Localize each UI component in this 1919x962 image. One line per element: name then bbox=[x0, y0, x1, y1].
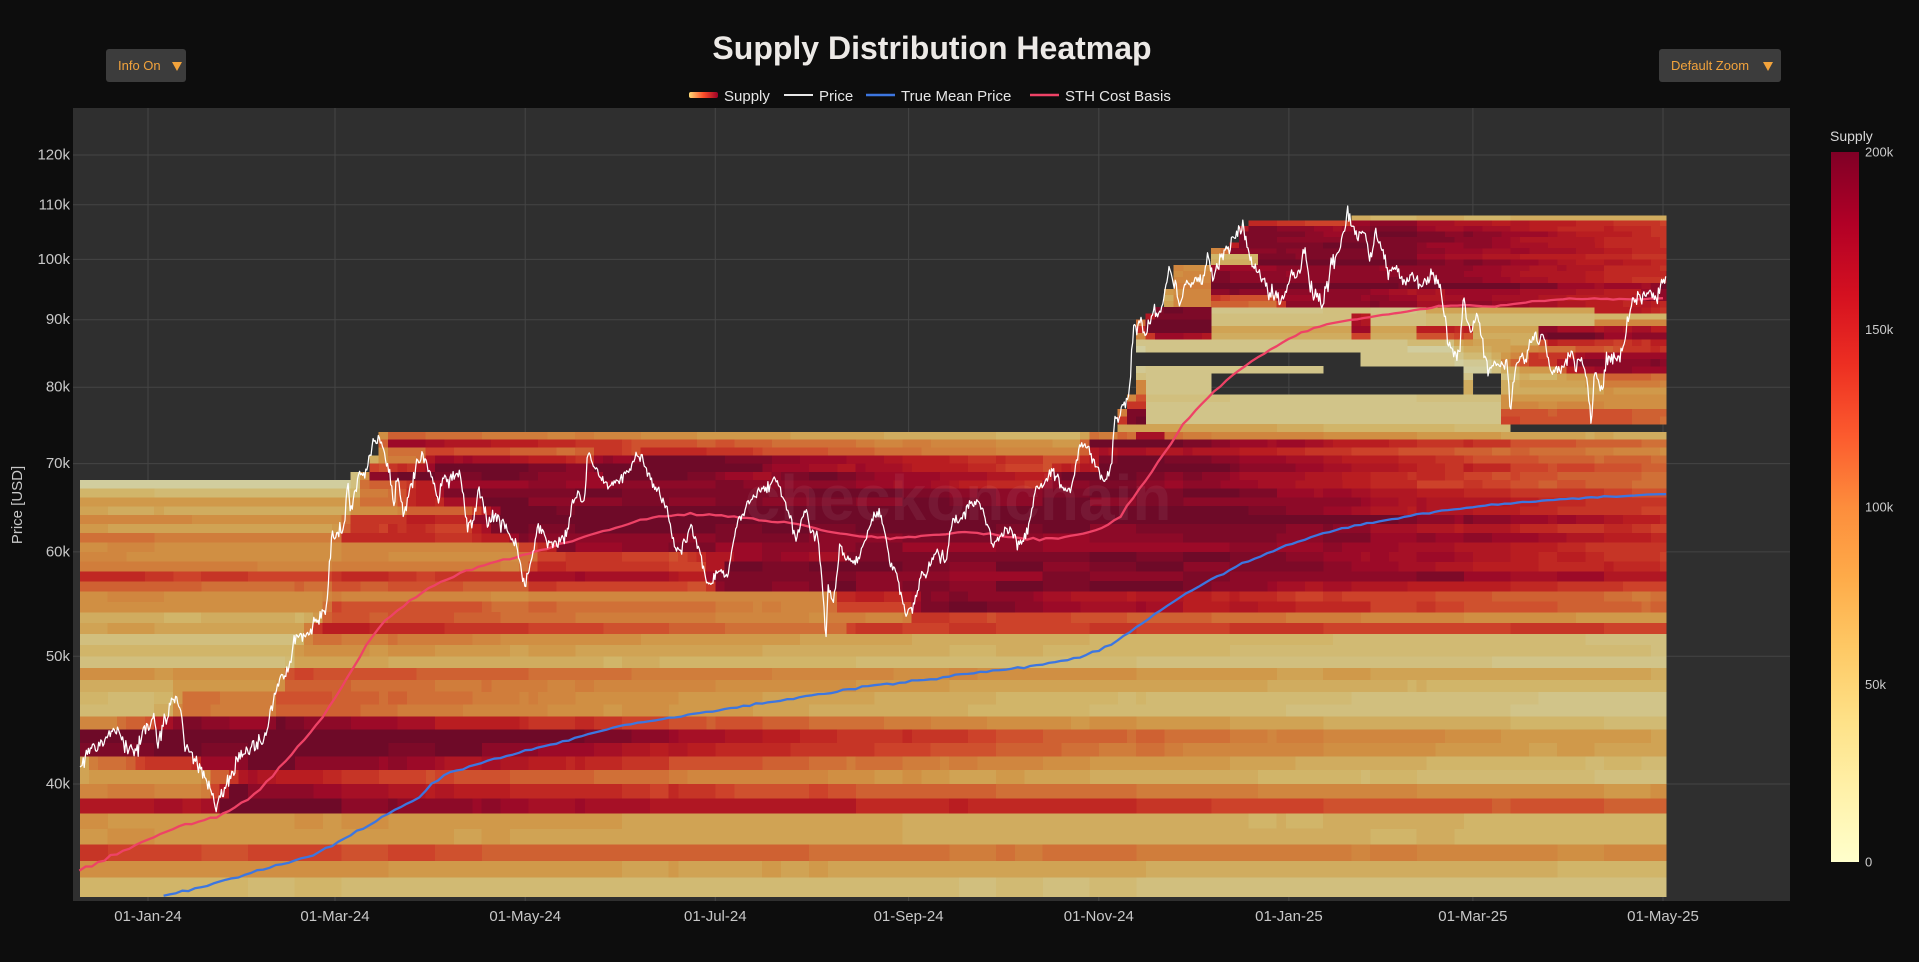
svg-text:200k: 200k bbox=[1865, 145, 1894, 160]
svg-text:Supply: Supply bbox=[1830, 128, 1873, 144]
svg-text:80k: 80k bbox=[46, 379, 71, 396]
svg-text:01-Nov-24: 01-Nov-24 bbox=[1064, 908, 1134, 925]
svg-text:Supply: Supply bbox=[724, 88, 770, 105]
svg-text:01-Jan-25: 01-Jan-25 bbox=[1255, 908, 1323, 925]
svg-text:100k: 100k bbox=[1865, 500, 1894, 515]
svg-text:01-Jul-24: 01-Jul-24 bbox=[684, 908, 747, 925]
svg-text:True Mean Price: True Mean Price bbox=[901, 88, 1011, 105]
svg-text:50k: 50k bbox=[46, 648, 71, 665]
svg-text:90k: 90k bbox=[46, 311, 71, 328]
svg-text:40k: 40k bbox=[46, 776, 71, 793]
svg-text:STH Cost Basis: STH Cost Basis bbox=[1065, 88, 1171, 105]
svg-text:01-May-24: 01-May-24 bbox=[489, 908, 561, 925]
svg-text:100k: 100k bbox=[37, 251, 70, 268]
svg-text:0: 0 bbox=[1865, 855, 1872, 870]
svg-text:Default Zoom: Default Zoom bbox=[1671, 58, 1749, 73]
svg-text:110k: 110k bbox=[39, 196, 71, 213]
svg-text:01-Mar-25: 01-Mar-25 bbox=[1438, 908, 1507, 925]
svg-text:01-Jan-24: 01-Jan-24 bbox=[114, 908, 182, 925]
svg-text:70k: 70k bbox=[46, 455, 71, 472]
svg-text:120k: 120k bbox=[37, 147, 70, 164]
svg-text:01-Sep-24: 01-Sep-24 bbox=[874, 908, 944, 925]
svg-text:Supply Distribution Heatmap: Supply Distribution Heatmap bbox=[712, 30, 1151, 66]
svg-text:Info On: Info On bbox=[118, 58, 161, 73]
svg-text:01-May-25: 01-May-25 bbox=[1627, 908, 1699, 925]
svg-text:60k: 60k bbox=[46, 543, 71, 560]
svg-text:50k: 50k bbox=[1865, 677, 1886, 692]
svg-text:01-Mar-24: 01-Mar-24 bbox=[300, 908, 369, 925]
svg-text:150k: 150k bbox=[1865, 322, 1894, 337]
svg-text:Price: Price bbox=[819, 88, 853, 105]
svg-text:Price [USD]: Price [USD] bbox=[9, 466, 26, 544]
